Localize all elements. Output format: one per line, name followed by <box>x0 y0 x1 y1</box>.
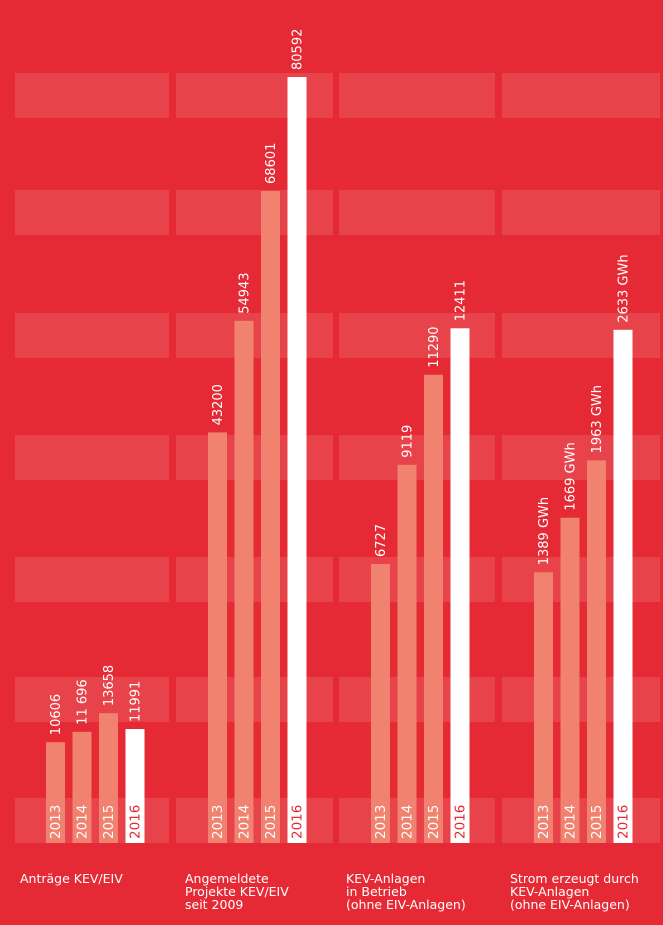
bar-year-label: 2015 <box>101 805 117 839</box>
bar-year-label: 2016 <box>453 805 469 839</box>
bar-value-label: 1669 GWh <box>564 442 579 510</box>
bar-year-label: 2014 <box>237 805 253 839</box>
background-band <box>502 313 660 358</box>
background-band <box>339 798 495 843</box>
bar <box>560 517 580 843</box>
bar <box>208 432 227 843</box>
bar-year-label: 2015 <box>263 805 279 839</box>
bar <box>46 742 65 843</box>
bar <box>72 731 92 843</box>
background-band <box>15 798 169 843</box>
background-band <box>176 190 333 235</box>
bar-year-label: 2014 <box>400 805 416 839</box>
background-band <box>339 677 495 722</box>
bar <box>234 320 254 843</box>
group-label-strom-erzeugt: Strom erzeugt durch KEV-Anlagen (ohne EI… <box>510 871 639 912</box>
group-label-angemeldete-projekte: Angemeldete Projekte KEV/EIV seit 2009 <box>185 871 289 912</box>
bar-value-label: 11290 <box>427 326 442 367</box>
bar-value-label: 2633 GWh <box>617 254 632 322</box>
bar-year-label: 2013 <box>210 805 226 839</box>
background-band <box>176 557 333 602</box>
bar <box>287 77 307 843</box>
bar-value-label: 11991 <box>129 681 144 722</box>
bar-year-label: 2013 <box>373 805 389 839</box>
background-band <box>502 677 660 722</box>
bar <box>534 572 553 843</box>
bar-value-label: 6727 <box>374 524 389 557</box>
bar-value-label: 68601 <box>264 143 279 184</box>
bar-value-label: 9119 <box>401 425 416 458</box>
group-label-kev-anlagen-betrieb: KEV-Anlagen in Betrieb (ohne EIV-Anlagen… <box>346 871 466 912</box>
bar-value-label: 11 696 <box>76 679 91 725</box>
bar-year-label: 2016 <box>128 805 144 839</box>
background-band <box>502 798 660 843</box>
background-band <box>176 798 333 843</box>
bar <box>99 713 118 843</box>
background-band <box>176 677 333 722</box>
background-band <box>176 73 333 118</box>
background-band <box>339 435 495 480</box>
background-band <box>15 557 169 602</box>
bar <box>371 564 390 843</box>
bar-value-label: 1963 GWh <box>590 385 605 453</box>
background-band <box>339 313 495 358</box>
background-band <box>502 435 660 480</box>
group-label-antraege: Anträge KEV/EIV <box>20 871 123 886</box>
bar <box>261 190 280 843</box>
background-band <box>176 313 333 358</box>
bar-year-label: 2013 <box>48 805 64 839</box>
background-band <box>176 435 333 480</box>
background-band <box>15 313 169 358</box>
bar <box>613 329 633 843</box>
bar-year-label: 2015 <box>589 805 605 839</box>
bar-value-label: 13658 <box>102 665 117 706</box>
background-band <box>339 73 495 118</box>
background-band <box>502 557 660 602</box>
bar-year-label: 2015 <box>426 805 442 839</box>
background-band <box>502 73 660 118</box>
bar-year-label: 2016 <box>616 805 632 839</box>
background-band <box>15 677 169 722</box>
background-band <box>15 73 169 118</box>
bar <box>424 374 443 843</box>
background-band <box>339 557 495 602</box>
bar-year-label: 2014 <box>563 805 579 839</box>
bar-value-label: 10606 <box>49 694 64 735</box>
bar <box>397 464 417 843</box>
bar-value-label: 1389 GWh <box>537 497 552 565</box>
bar-value-label: 80592 <box>291 29 306 70</box>
background-band <box>502 190 660 235</box>
bar-value-label: 54943 <box>238 272 253 313</box>
background-band <box>339 190 495 235</box>
bar <box>125 729 145 843</box>
bar-value-label: 12411 <box>454 280 469 321</box>
bar-year-label: 2016 <box>290 805 306 839</box>
bar-year-label: 2014 <box>75 805 91 839</box>
bar <box>587 460 606 843</box>
bar <box>450 328 470 843</box>
bar-value-label: 43200 <box>211 384 226 425</box>
bar-year-label: 2013 <box>536 805 552 839</box>
background-band <box>15 190 169 235</box>
background-band <box>15 435 169 480</box>
